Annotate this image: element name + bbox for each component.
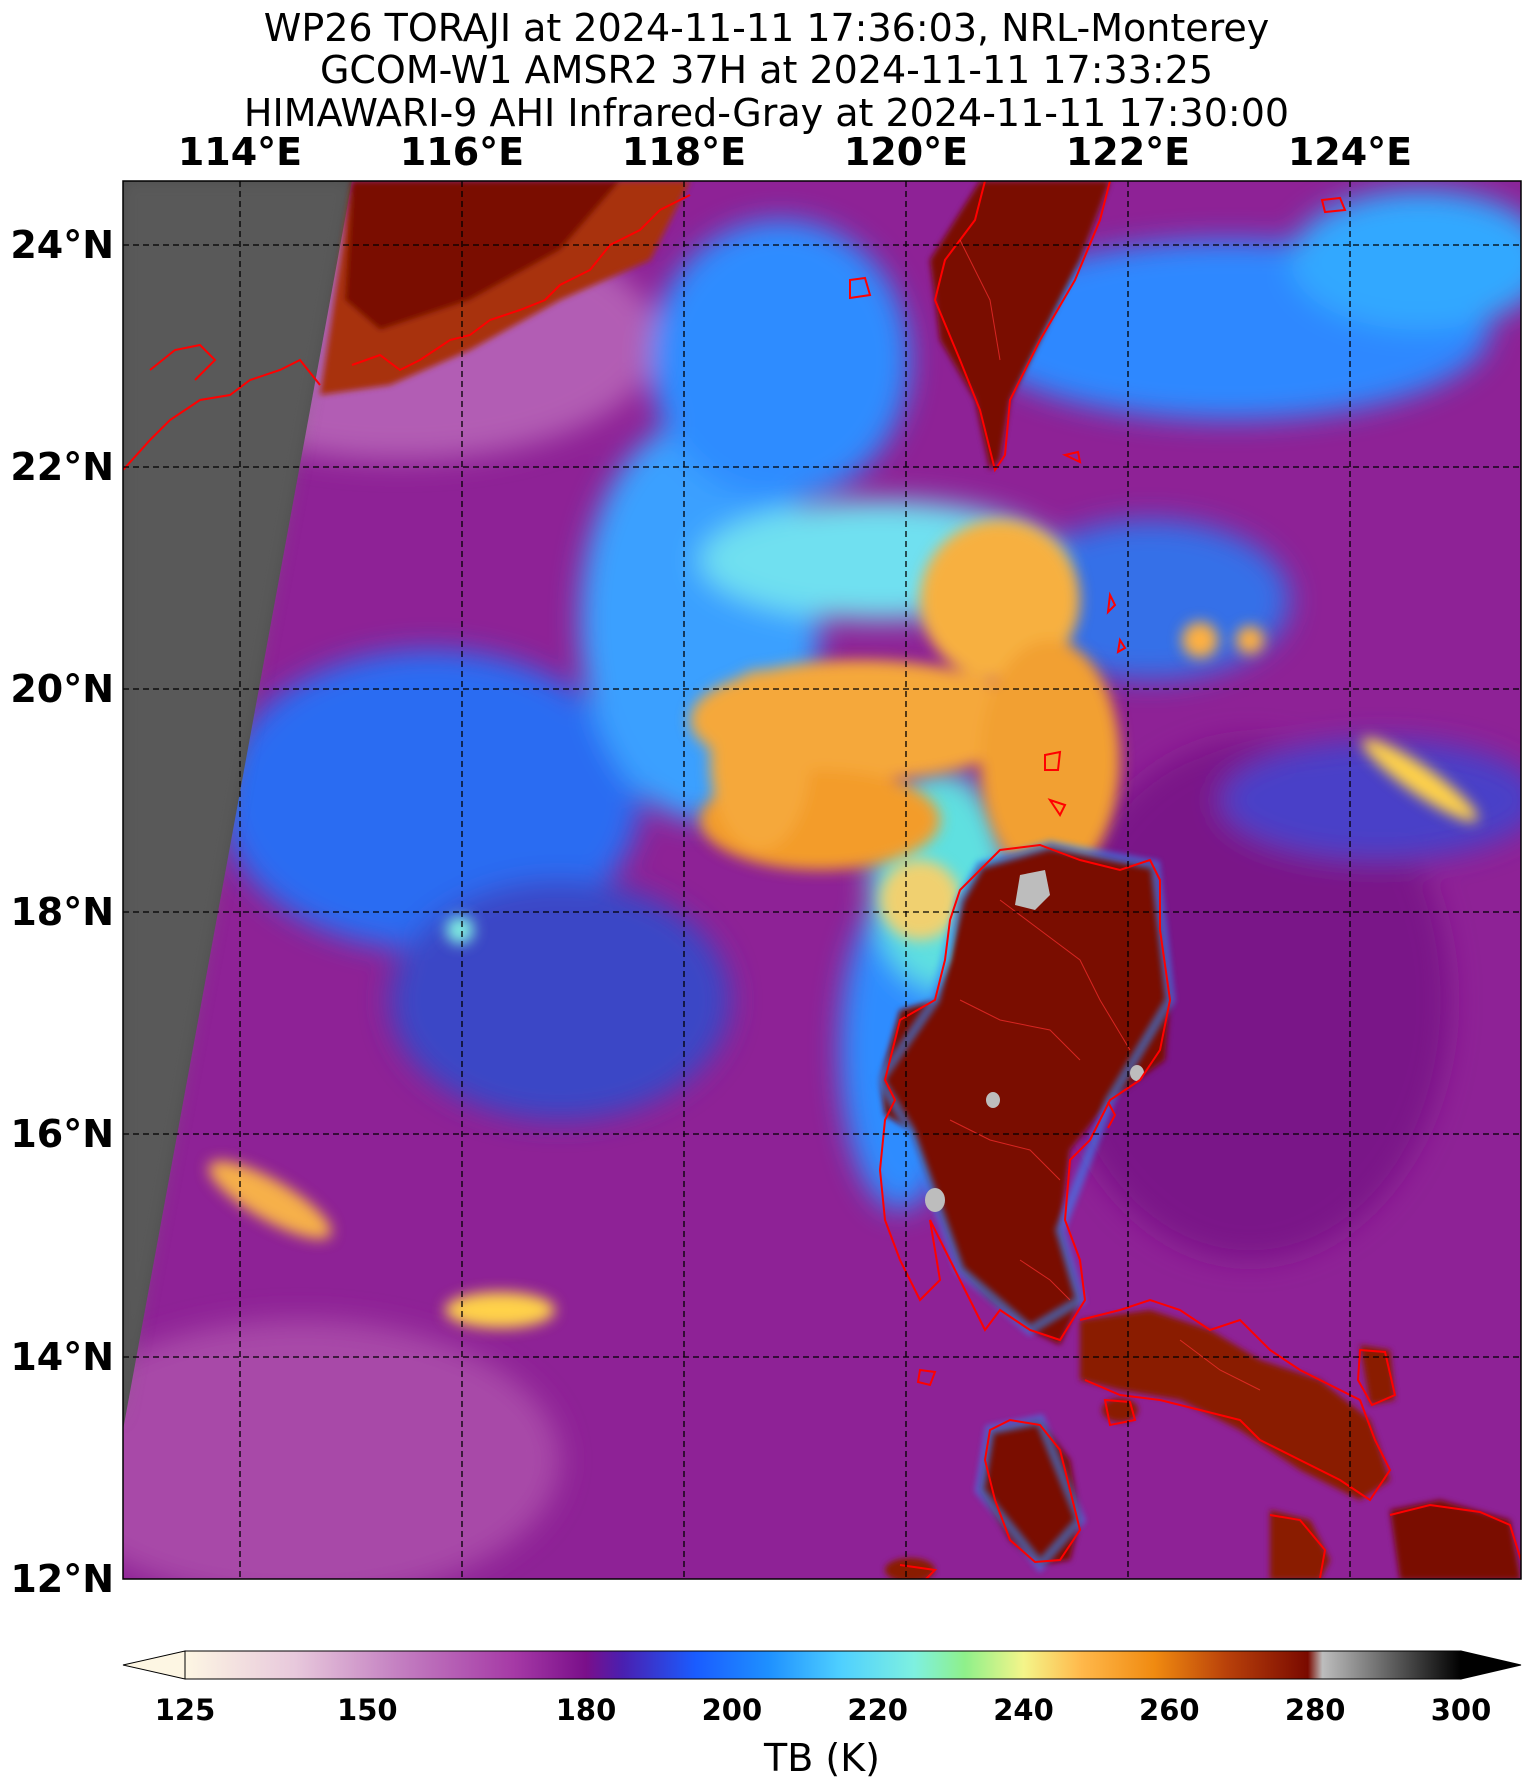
gridlines	[123, 181, 1521, 1579]
colorbar-tick-label: 125	[155, 1693, 216, 1727]
lat-label-12: 12°N	[10, 1557, 114, 1601]
province-boundaries	[949, 239, 1261, 1391]
lat-label-20: 20°N	[10, 667, 114, 711]
colorbar: 125 150 180 200 220 240 260 280 300 TB (K)	[122, 1650, 1522, 1780]
saturated-spots	[925, 870, 1144, 1212]
colorbar-tick-label: 200	[702, 1693, 763, 1727]
colorbar-tick-label: 180	[556, 1693, 617, 1727]
colorbar-tick-label: 150	[337, 1693, 398, 1727]
colorbar-extend-low	[122, 1650, 186, 1680]
tb-field-convection	[208, 520, 1478, 1328]
lon-axis: 114°E 116°E 118°E 120°E 122°E 124°E	[178, 130, 1412, 174]
map-frame	[122, 180, 1522, 1580]
colorbar-tick-label: 220	[847, 1693, 908, 1727]
lat-label-18: 18°N	[10, 890, 114, 934]
lon-label-120: 120°E	[844, 130, 968, 174]
colorbar-extend-high	[1460, 1650, 1522, 1680]
colorbar-tick-label: 280	[1285, 1693, 1346, 1727]
lat-label-14: 14°N	[10, 1335, 114, 1379]
colorbar-title: TB (K)	[763, 1736, 880, 1780]
lon-label-122: 122°E	[1066, 130, 1190, 174]
lat-axis: 24°N 22°N 20°N 18°N 16°N 14°N 12°N	[10, 223, 114, 1601]
colorbar-ramp	[184, 1650, 1462, 1680]
colorbar-tick-label: 300	[1431, 1693, 1492, 1727]
lat-label-16: 16°N	[10, 1112, 114, 1156]
title-line-3: HIMAWARI-9 AHI Infrared-Gray at 2024-11-…	[243, 91, 1290, 135]
land-edge-halo	[874, 839, 1176, 1573]
title-line-1: WP26 TORAJI at 2024-11-11 17:36:03, NRL-…	[263, 6, 1270, 50]
colorbar-ticks: 125 150 180 200 220 240 260 280 300	[155, 1693, 1492, 1727]
lon-label-124: 124°E	[1288, 130, 1412, 174]
lat-label-24: 24°N	[10, 223, 114, 267]
title-line-2: GCOM-W1 AMSR2 37H at 2024-11-11 17:33:25	[319, 48, 1214, 92]
lon-label-118: 118°E	[622, 130, 746, 174]
colorbar-tick-label: 240	[993, 1693, 1054, 1727]
lat-label-22: 22°N	[10, 445, 114, 489]
coastlines	[123, 181, 1521, 1579]
colorbar-tick-label: 260	[1139, 1693, 1200, 1727]
map-panel	[123, 181, 1521, 1579]
lon-label-114: 114°E	[178, 130, 302, 174]
lon-label-116: 116°E	[400, 130, 524, 174]
